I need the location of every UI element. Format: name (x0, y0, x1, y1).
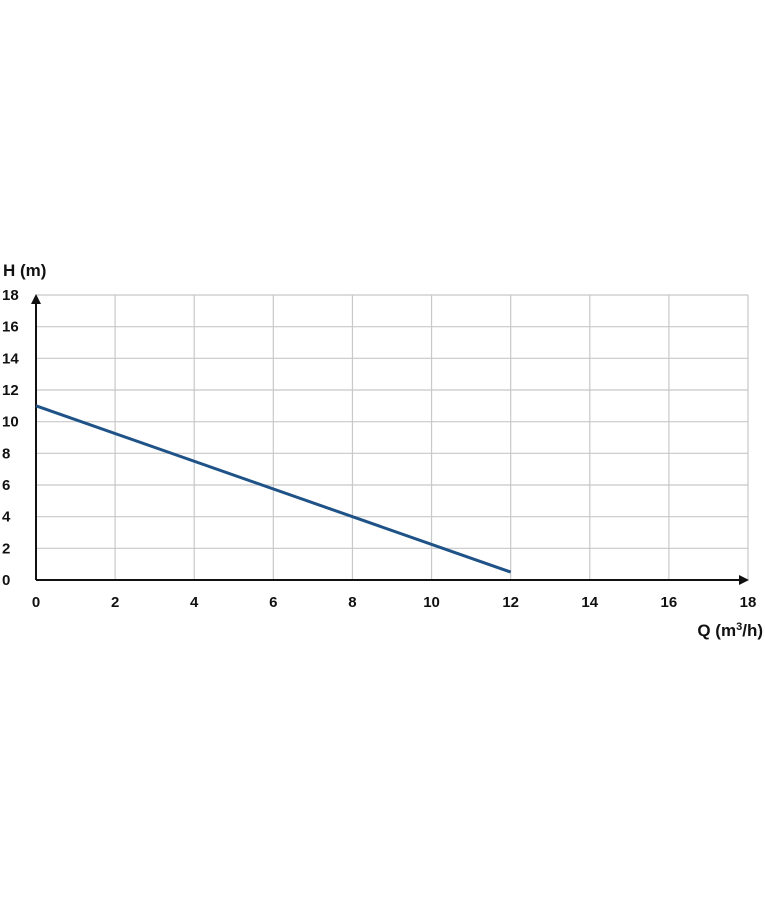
x-tick-label: 0 (32, 594, 40, 611)
y-tick-label: 6 (2, 477, 10, 494)
x-tick-label: 8 (348, 594, 356, 611)
y-tick-label: 12 (2, 382, 19, 399)
x-tick-label: 10 (423, 594, 440, 611)
x-tick-label: 14 (581, 594, 598, 611)
x-tick-label: 12 (502, 594, 519, 611)
y-axis-title: H (m) (3, 261, 46, 280)
x-tick-label: 6 (269, 594, 277, 611)
series-group (35, 404, 512, 574)
y-tick-label: 18 (2, 287, 19, 304)
series-line (35, 404, 512, 574)
y-tick-label: 16 (2, 319, 19, 336)
y-tick-label: 0 (2, 572, 10, 589)
x-tick-label: 4 (190, 594, 199, 611)
x-tick-label: 16 (661, 594, 678, 611)
axes (31, 294, 749, 585)
y-tick-labels: 0 2 4 6 8 10 12 14 16 18 (2, 287, 19, 589)
x-axis-arrow-icon (739, 575, 749, 585)
y-tick-label: 2 (2, 540, 10, 557)
x-tick-label: 2 (111, 594, 119, 611)
x-tick-label: 18 (740, 594, 757, 611)
y-tick-label: 8 (2, 445, 10, 462)
y-axis-arrow-icon (31, 294, 41, 304)
x-tick-labels: 0 2 4 6 8 10 12 14 16 18 (32, 594, 757, 611)
y-tick-label: 10 (2, 414, 19, 431)
x-axis-title: Q (m3/h) (697, 621, 763, 640)
grid (35, 294, 749, 581)
y-tick-label: 14 (2, 350, 19, 367)
y-tick-label: 4 (2, 509, 11, 526)
